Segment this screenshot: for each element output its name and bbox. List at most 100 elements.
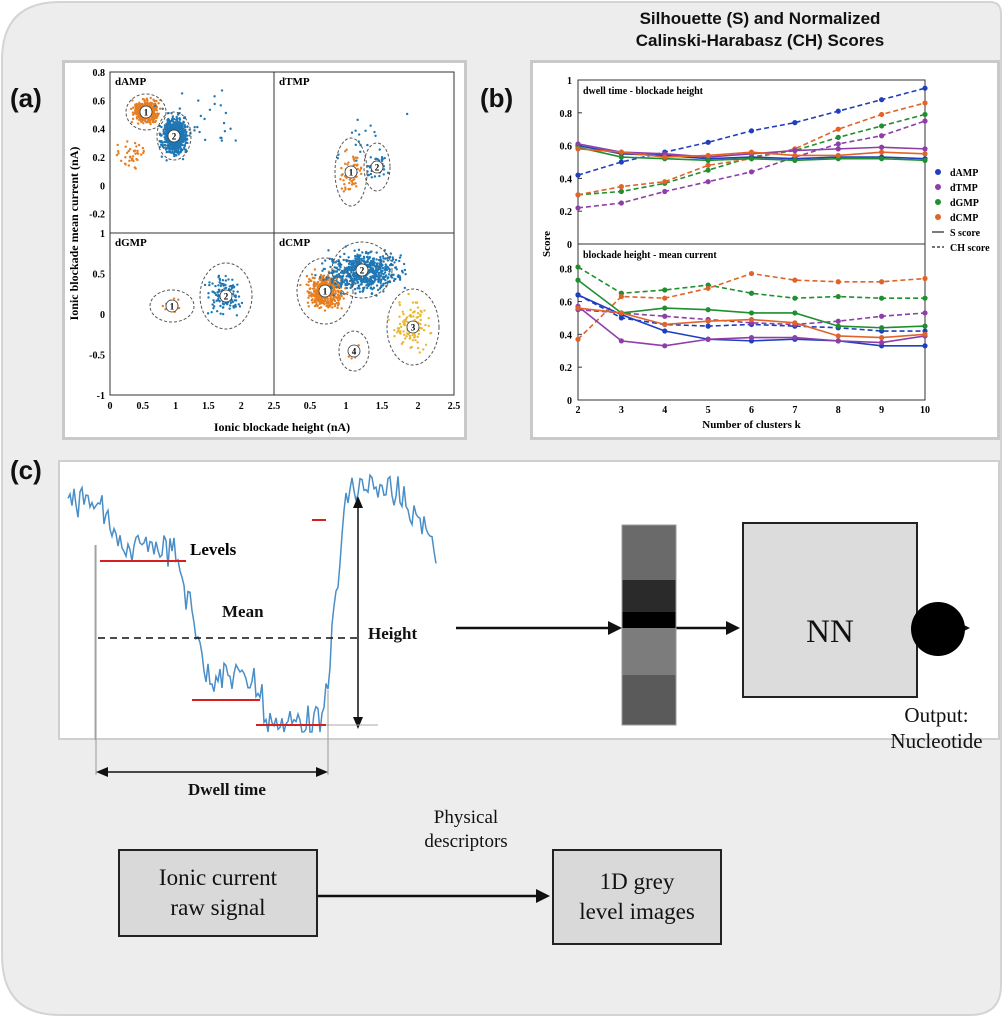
scatter-point (229, 127, 232, 130)
series-point (705, 307, 711, 313)
scatter-point (183, 148, 186, 151)
cluster-marker (219, 289, 233, 303)
legend-label: CH score (950, 243, 990, 254)
series-point (835, 293, 841, 300)
scatter-point (168, 147, 171, 150)
series-point (792, 320, 798, 326)
scatter-point (369, 124, 372, 127)
scatter-point (362, 259, 365, 263)
scatter-point (322, 278, 325, 282)
series-point (748, 270, 755, 277)
scatter-point (412, 311, 415, 314)
scatter-point (336, 289, 340, 292)
series-point (879, 279, 885, 285)
scatter-point (219, 104, 222, 107)
scatter-point (157, 102, 160, 105)
scatter-point (419, 326, 422, 330)
scatter-point (395, 268, 398, 271)
scatter-point (211, 282, 214, 285)
scatter-point (234, 139, 237, 142)
scatter-point (175, 147, 178, 151)
mean-label: Mean (222, 602, 264, 621)
series-point (922, 146, 928, 152)
scatter-point (136, 122, 140, 125)
scatter-point (203, 283, 207, 287)
scatter-point (217, 284, 220, 287)
series-point (922, 275, 928, 282)
scatter-point (382, 257, 385, 260)
scatter-point (344, 186, 347, 189)
series-point (792, 157, 798, 163)
scatter-point (365, 250, 368, 254)
scatter-point (334, 289, 337, 292)
scatter-point (403, 333, 406, 337)
cluster-marker (347, 344, 361, 358)
scatter-point (370, 260, 373, 263)
scatter-point (170, 144, 174, 147)
scatter-point (374, 273, 377, 277)
scatter-point (319, 273, 323, 277)
series-point (748, 335, 755, 341)
scatter-point (153, 108, 156, 112)
xtick-label: 5 (706, 405, 711, 416)
scatter-point (166, 126, 170, 130)
scatter-point (419, 313, 422, 316)
scatter-point (367, 251, 370, 255)
raw-signal-box: Ionic current raw signal (118, 849, 318, 937)
descriptors-line2: descriptors (424, 831, 508, 852)
scatter-point (333, 303, 337, 306)
series-point (618, 200, 624, 206)
scatter-point (357, 248, 361, 252)
scatter-point (321, 296, 324, 300)
scatter-point (343, 252, 346, 256)
scatter-point (203, 117, 206, 121)
scatter-point (178, 127, 181, 130)
scatter-point (313, 291, 316, 294)
ytick-label: 0.2 (560, 207, 573, 218)
scatter-point (227, 278, 230, 281)
scatter-point (237, 295, 241, 298)
cluster-marker (344, 165, 358, 179)
scatter-point (345, 286, 348, 290)
xtick-right-label: 0.5 (304, 401, 317, 412)
scatter-point (390, 259, 394, 262)
scatter-point (133, 150, 136, 153)
scatter-point (178, 143, 181, 146)
scatter-point (357, 133, 361, 136)
scatter-point (340, 166, 343, 170)
nn-label: NN (806, 614, 854, 650)
scatter-point (313, 276, 316, 280)
scatter-point (423, 309, 426, 312)
scatter-point (354, 182, 357, 185)
grey-images-box: 1D grey level images (552, 849, 722, 945)
scatter-point (388, 255, 392, 259)
scatter-point (306, 301, 310, 304)
scatter-point (403, 337, 407, 340)
scatter-point (158, 139, 161, 143)
xtick-label: 6 (749, 405, 754, 416)
ytick-bottom-label: 0 (100, 310, 105, 321)
scatter-point (135, 102, 138, 106)
scatter-point (313, 304, 317, 308)
scatter-point (336, 304, 340, 307)
scatter-point (384, 257, 387, 260)
scatter-point (387, 318, 390, 321)
scatter-point (386, 259, 390, 262)
series-point (879, 339, 885, 346)
scatter-point (418, 351, 422, 354)
scatter-point (117, 152, 120, 155)
scatter-point (228, 304, 232, 307)
xtick-left-label: 0.5 (137, 401, 150, 412)
scatter-point (385, 268, 389, 272)
scatter-point (131, 117, 135, 121)
scatter-point (208, 281, 211, 284)
scatter-point (329, 301, 333, 304)
scatter-point (336, 280, 339, 284)
output-line2: Nucleotide (890, 729, 983, 753)
legend-label: S score (950, 228, 981, 239)
scatter-point (316, 305, 319, 308)
scatter-point (398, 275, 401, 278)
scatter-point (141, 146, 145, 150)
scatter-point (176, 121, 180, 124)
scatter-point (148, 119, 152, 122)
